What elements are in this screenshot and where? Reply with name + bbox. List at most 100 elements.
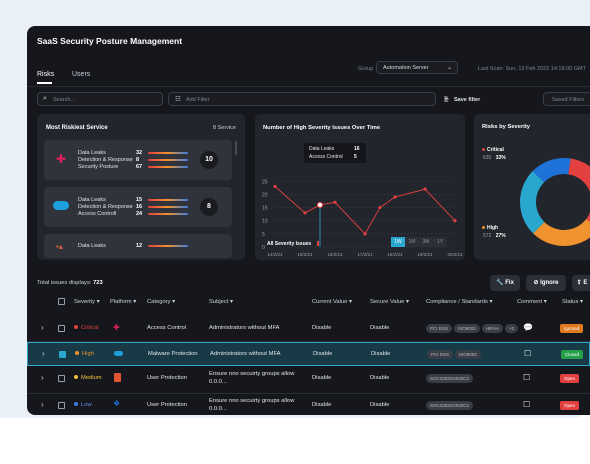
col-category[interactable]: Category ▾ (147, 299, 176, 305)
subject-cell: Administrators without MFA (210, 351, 281, 357)
service-bar (148, 206, 188, 208)
col-compliance[interactable]: Compliance / Standards ▾ (426, 299, 493, 305)
series-line (274, 186, 456, 235)
x-tick-label: 16/2/21 (327, 252, 343, 257)
service-card-slack[interactable]: ✚ Data Leaks Detection & Response Securi… (44, 140, 232, 180)
expand-icon[interactable]: › (41, 400, 44, 409)
dropbox-icon: ❖ (113, 399, 121, 408)
secure-value-cell: Disable (370, 375, 390, 381)
col-label: Severity (74, 299, 95, 305)
save-filter-button[interactable]: 🗎 Save filter (444, 96, 480, 105)
compliance-cell: PCI DSS ISO9002 HIPAA +2 (426, 324, 520, 333)
row-checkbox[interactable] (58, 402, 65, 409)
subject-cell-cont: 0.0.0... (209, 379, 227, 385)
app-window: SaaS Security Posture Management Group A… (27, 26, 590, 415)
compliance-pill: SOC2202G2020C2 (426, 401, 474, 410)
row-divider (27, 393, 590, 394)
y-tick-label: 20 (262, 192, 268, 198)
range-3m[interactable]: 3M (419, 237, 433, 247)
riskiest-scrollbar[interactable] (235, 141, 237, 155)
table-row[interactable]: › Critical ✚ Access Control Administrato… (27, 317, 590, 341)
tab-users[interactable]: Users (72, 71, 91, 78)
high-pct: 27% (495, 233, 506, 239)
x-tick-label: 18/2/21 (387, 252, 403, 257)
total-issues: Total issues displays: 723 (37, 280, 103, 286)
table-row[interactable]: › Low ❖ User Protection Ensure nno secui… (27, 394, 590, 415)
category-cell: Malware Protection (148, 351, 198, 357)
group-select[interactable]: Automation Server ⌄ (376, 61, 458, 74)
service-card-partial[interactable]: ▪▴ Data Leaks 12 (44, 234, 232, 258)
col-comment[interactable]: Comment ▾ (517, 299, 547, 305)
active-tab-indicator (37, 82, 52, 84)
high-legend: High (482, 225, 498, 231)
expand-icon[interactable]: › (41, 373, 44, 382)
range-1y[interactable]: 1Y (433, 237, 447, 247)
comment-icon[interactable]: 💬 (523, 323, 533, 332)
compliance-pill: ISO9002 (455, 350, 481, 359)
category-cell: Access Control (147, 325, 186, 331)
col-label: Status (562, 299, 579, 305)
comment-icon[interactable]: ☐ (523, 400, 531, 409)
x-tick-label: 17/2/21 (357, 252, 373, 257)
secure-value-cell: Disable (371, 351, 391, 357)
search-icon: ⌕ (43, 95, 47, 102)
critical-stats: 635 33% (483, 155, 506, 161)
expand-icon[interactable]: › (42, 349, 45, 358)
compliance-cell: SOC2202G2020C2 (426, 401, 475, 410)
y-tick-label: 25 (262, 179, 268, 185)
donut-slice-low[interactable] (532, 158, 571, 183)
table-row-selected[interactable]: › High Malware Protection Administrators… (27, 342, 590, 366)
row-checkbox[interactable] (59, 351, 66, 358)
fix-button[interactable]: 🔧 Fix (490, 275, 520, 291)
legend-swatch (316, 241, 319, 247)
export-button[interactable]: ⇪ E (572, 275, 590, 291)
status-badge: Closed (561, 350, 584, 359)
expand-icon[interactable]: › (41, 323, 44, 332)
secure-value-cell: Disable (370, 402, 390, 408)
range-1w[interactable]: 1W (391, 237, 405, 247)
col-label: Platform (110, 299, 132, 305)
time-range-selector: 1W 1M 3M 1Y (391, 237, 447, 247)
compliance-pill: PCI DSS (426, 324, 453, 333)
add-filter-input[interactable]: ☷ Add Filter (168, 92, 436, 106)
data-point (316, 201, 324, 209)
search-input[interactable]: ⌕ Search... (37, 92, 163, 106)
service-label: Data Leaks (78, 150, 106, 156)
service-value: 24 (136, 211, 143, 217)
high-severity-chart-panel (255, 114, 465, 260)
row-checkbox[interactable] (58, 325, 65, 332)
col-secure-value[interactable]: Secure Value ▾ (370, 299, 409, 305)
col-platform[interactable]: Platform ▾ (110, 299, 137, 305)
range-1m[interactable]: 1M (405, 237, 419, 247)
table-row[interactable]: › Medium User Protection Ensure nno secu… (27, 367, 590, 393)
compliance-pill: +2 (504, 324, 519, 333)
col-subject[interactable]: Subject ▾ (209, 299, 233, 305)
high-stats: 572 27% (483, 233, 506, 239)
ignore-button[interactable]: ⊘ Ignore (526, 275, 566, 291)
y-tick-label: 10 (262, 219, 268, 225)
severity-title: Risks by Severity (482, 124, 531, 130)
subject-cell: Administrators without MFA (209, 325, 280, 331)
donut-slice-medium[interactable] (520, 171, 545, 234)
col-current-value[interactable]: Current Value ▾ (312, 299, 352, 305)
service-value: 67 (136, 164, 143, 170)
service-card-salesforce[interactable]: Data Leaks Detection & Response Access C… (44, 187, 232, 227)
donut-hole (536, 174, 590, 230)
saved-filters-select[interactable]: Saved Filters (543, 92, 590, 106)
data-point (273, 184, 277, 189)
col-severity[interactable]: Severity ▾ (74, 299, 100, 305)
row-checkbox[interactable] (58, 375, 65, 382)
riskiest-count: 8 Service (213, 125, 236, 131)
subject-cell: Ensure nno secuirty groups allow (209, 371, 295, 377)
tab-risks[interactable]: Risks (37, 71, 55, 78)
select-all-checkbox[interactable] (58, 298, 65, 305)
chart-legend: All Severity Issues (267, 241, 319, 247)
donut-slice-critical[interactable] (568, 158, 590, 228)
y-tick-label: 5 (262, 232, 265, 238)
data-point (423, 187, 427, 191)
comment-icon[interactable]: ☐ (524, 349, 532, 358)
donut-slice-high[interactable] (533, 219, 590, 246)
col-status[interactable]: Status ▾ (562, 299, 583, 305)
comment-icon[interactable]: ☐ (523, 373, 531, 382)
current-value-cell: Disable (312, 325, 332, 331)
